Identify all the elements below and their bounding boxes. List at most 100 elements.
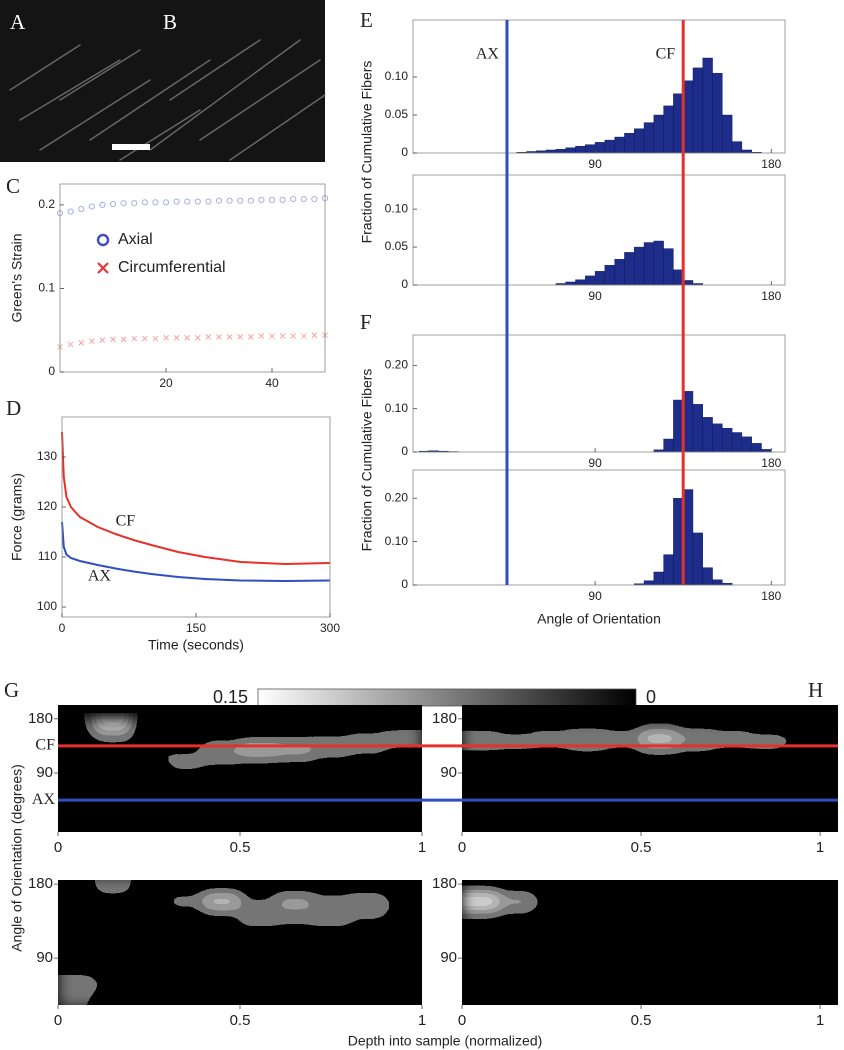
y-tick-label: 120 bbox=[37, 499, 57, 513]
heat-cell bbox=[497, 803, 535, 816]
marker bbox=[67, 341, 74, 348]
heat-cell bbox=[462, 880, 499, 893]
bar bbox=[643, 122, 655, 154]
heat-cell bbox=[533, 880, 570, 893]
heat-cell bbox=[276, 815, 314, 828]
heat-cell bbox=[167, 991, 205, 1005]
heat-cell bbox=[58, 718, 95, 732]
x-tick-label: 90 bbox=[588, 289, 602, 303]
x-tick-label: 300 bbox=[320, 621, 340, 635]
heat-cell bbox=[276, 766, 314, 780]
heat-cell bbox=[130, 974, 168, 992]
heat-cell bbox=[58, 791, 95, 804]
heat-cell bbox=[385, 908, 422, 926]
heat-cell bbox=[203, 766, 241, 780]
heat-cell bbox=[748, 908, 785, 926]
marker bbox=[109, 200, 117, 208]
heat-cell bbox=[712, 791, 749, 804]
heat-cell bbox=[676, 803, 714, 816]
heat-cell bbox=[203, 803, 241, 816]
heat-cell bbox=[497, 991, 535, 1005]
marker bbox=[194, 198, 201, 205]
line bbox=[61, 521, 331, 583]
heat-cell bbox=[784, 730, 821, 744]
heat-cell bbox=[203, 991, 241, 1005]
marker bbox=[152, 199, 159, 206]
heat-cell bbox=[349, 974, 387, 992]
marker bbox=[300, 195, 307, 203]
heat-cell bbox=[748, 766, 785, 780]
heat-cell bbox=[641, 766, 678, 780]
micrograph-bg bbox=[0, 0, 325, 162]
y-tick-label: 0.10 bbox=[385, 401, 409, 415]
heat-cell bbox=[533, 754, 570, 768]
heat-cell bbox=[605, 991, 642, 1005]
heat-cell bbox=[676, 730, 714, 744]
heat-cell bbox=[641, 718, 678, 732]
heat-cell bbox=[385, 815, 422, 828]
heat-cell bbox=[533, 958, 570, 976]
heat-cell bbox=[497, 958, 535, 976]
heat-cell bbox=[569, 730, 606, 744]
panel-label: B bbox=[163, 10, 177, 34]
plot-frame bbox=[61, 416, 331, 618]
bar bbox=[643, 580, 655, 586]
bar bbox=[585, 144, 596, 154]
heat-cell bbox=[240, 958, 277, 976]
heat-cell bbox=[167, 925, 205, 943]
heat-cell bbox=[641, 974, 678, 992]
heat-cell bbox=[167, 718, 205, 732]
y-tick-label: 180 bbox=[28, 710, 53, 727]
heat-cell bbox=[462, 791, 499, 804]
heat-cell bbox=[167, 803, 205, 816]
heat-cell bbox=[203, 941, 241, 959]
panel-label: D bbox=[6, 396, 21, 420]
heat-cell bbox=[748, 974, 785, 992]
heat-cell bbox=[94, 730, 132, 744]
heat-cell bbox=[94, 941, 132, 959]
heat-cell bbox=[130, 718, 168, 732]
heatmap-cells bbox=[462, 880, 821, 1005]
reference-label: AX bbox=[32, 791, 56, 808]
heat-cell bbox=[276, 718, 314, 732]
heat-cell bbox=[748, 880, 785, 893]
heat-cell bbox=[748, 991, 785, 1005]
heat-cell bbox=[167, 791, 205, 804]
heat-cell bbox=[605, 908, 642, 926]
heat-cell bbox=[784, 925, 821, 943]
bar bbox=[594, 142, 606, 154]
heat-cell bbox=[784, 892, 821, 910]
heat-cell bbox=[240, 791, 277, 804]
heat-cell bbox=[312, 941, 350, 959]
heat-cell bbox=[533, 925, 570, 943]
heat-cell bbox=[784, 766, 821, 780]
bar bbox=[653, 240, 664, 286]
heat-cell bbox=[605, 791, 642, 804]
bar bbox=[741, 436, 752, 453]
heat-cell bbox=[349, 892, 387, 910]
marker bbox=[184, 334, 191, 341]
scale-bar bbox=[112, 144, 150, 150]
heat-cell bbox=[569, 974, 606, 992]
plot-frame bbox=[412, 334, 786, 453]
heat-cell bbox=[349, 958, 387, 976]
x-tick-label: 1 bbox=[418, 839, 426, 856]
x-tick-label: 90 bbox=[588, 456, 602, 470]
heat-cell bbox=[240, 925, 277, 943]
heat-cell bbox=[58, 730, 95, 744]
heat-cell bbox=[276, 925, 314, 943]
heat-cell bbox=[349, 908, 387, 926]
heat-cell bbox=[676, 892, 714, 910]
heat-cell bbox=[497, 925, 535, 943]
x-tick-label: 1 bbox=[816, 1012, 824, 1029]
heat-cell bbox=[569, 766, 606, 780]
heat-cell bbox=[312, 908, 350, 926]
bar bbox=[585, 275, 596, 286]
heat-cell bbox=[569, 791, 606, 804]
heat-cell bbox=[676, 779, 714, 792]
heatmap bbox=[462, 880, 838, 1005]
heat-cell bbox=[605, 779, 642, 792]
heatmap bbox=[462, 705, 838, 832]
y-tick-label: 0.1 bbox=[38, 281, 55, 295]
heat-cell bbox=[203, 974, 241, 992]
